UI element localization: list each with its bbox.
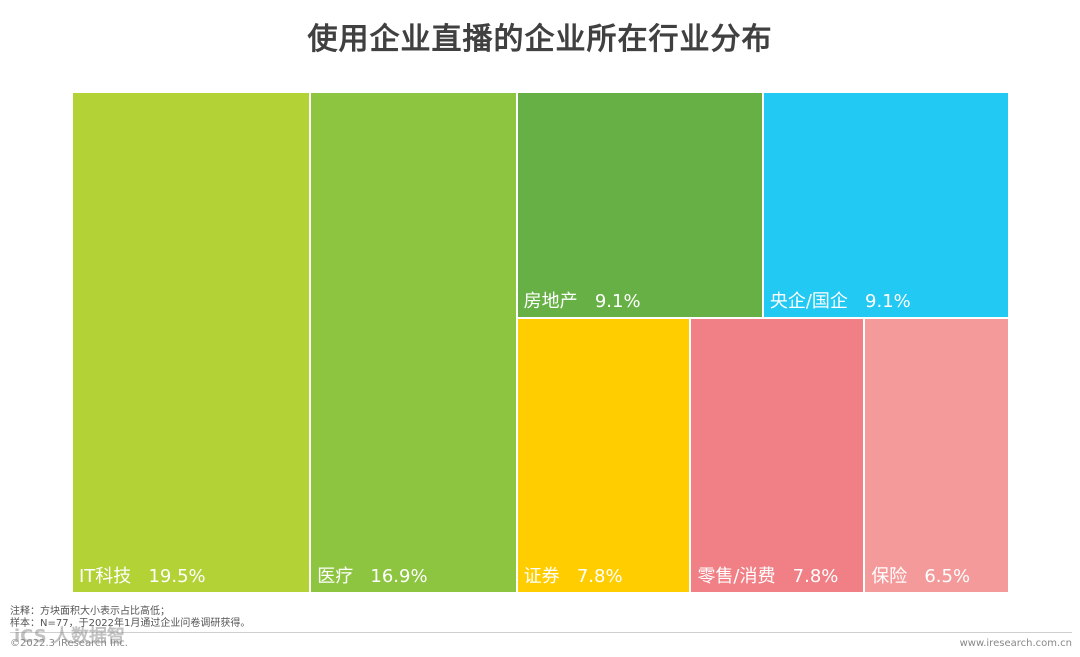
treemap-tile: 央企/国企 9.1% <box>762 92 1009 319</box>
footer-divider <box>10 632 1072 633</box>
treemap-tile: 房地产 9.1% <box>516 92 763 319</box>
footer-copyright: ©2022.3 iResearch Inc. <box>10 638 128 649</box>
tile-label: IT科技 19.5% <box>79 566 206 587</box>
tile-label: 零售/消费 7.8% <box>697 565 839 587</box>
tile-label: 央企/国企 9.1% <box>769 291 911 313</box>
footer-site: www.iresearch.com.cn <box>959 638 1072 649</box>
treemap-chart: IT科技 19.5% 医疗 16.9% 房地产 9.1% 央企/国企 9.1% 证券 7… <box>72 92 1009 593</box>
treemap-tile: 零售/消费 7.8% <box>690 318 865 593</box>
tile-label: 保险 6.5% <box>871 565 971 587</box>
tile-label: 房地产 9.1% <box>523 291 641 313</box>
treemap-tile: IT科技 19.5% <box>72 92 311 593</box>
treemap-tile: 医疗 16.9% <box>310 92 517 593</box>
treemap-tile: 证券 7.8% <box>516 318 691 593</box>
note-line-1: 注释：方块面积大小表示占比高低； <box>10 606 170 617</box>
tile-label: 医疗 16.9% <box>317 566 428 587</box>
treemap-tile: 保险 6.5% <box>864 318 1009 593</box>
footnotes: 注释：方块面积大小表示占比高低； 样本：N=77，于2022年1月通过企业问卷调… <box>10 606 250 630</box>
tile-label: 证券 7.8% <box>523 565 623 587</box>
chart-title: 使用企业直播的企业所在行业分布 <box>307 22 773 57</box>
brand-watermark: iCS 人数据智 <box>14 626 125 647</box>
note-line-2: 样本：N=77，于2022年1月通过企业问卷调研获得。 <box>10 618 251 629</box>
